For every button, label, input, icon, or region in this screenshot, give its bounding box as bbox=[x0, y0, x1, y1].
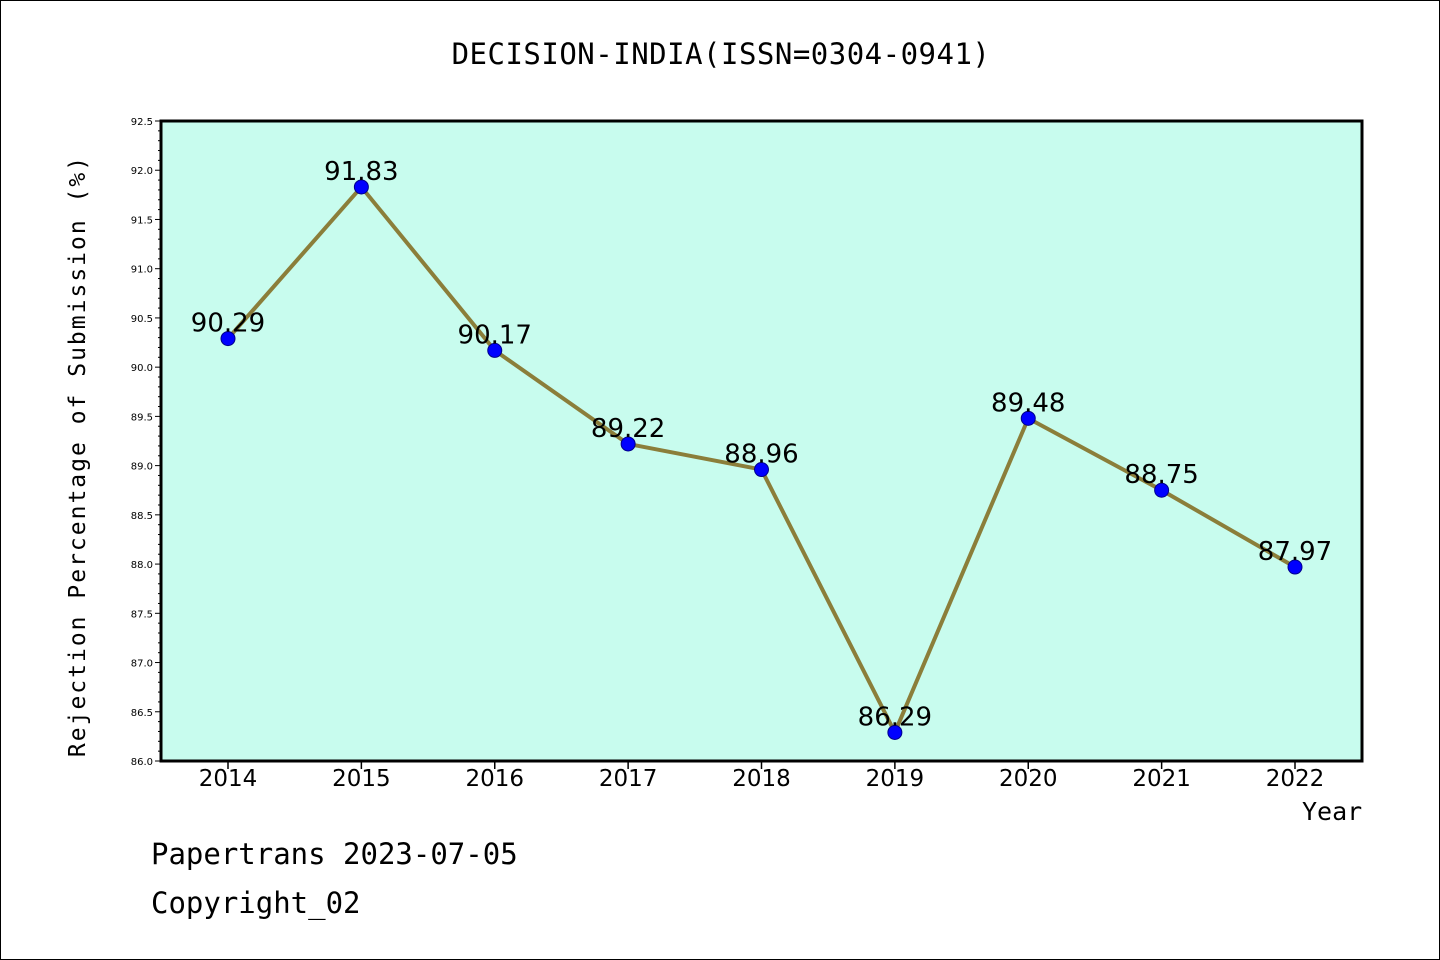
data-point bbox=[353, 179, 369, 195]
data-label: 88.96 bbox=[724, 440, 798, 470]
x-axis-label: Year bbox=[1302, 797, 1363, 826]
data-label: 89.22 bbox=[591, 414, 665, 444]
plot-area bbox=[159, 119, 1364, 763]
y-tick-label: 88.0 bbox=[131, 560, 153, 571]
x-tick-label: 2015 bbox=[332, 766, 391, 792]
data-point bbox=[487, 342, 503, 358]
y-tick-label: 92.5 bbox=[131, 117, 153, 128]
y-tick-label: 87.5 bbox=[131, 609, 153, 620]
y-tick-label: 91.5 bbox=[131, 215, 153, 226]
footer-copyright-line: Copyright_02 bbox=[151, 886, 361, 920]
data-label: 87.97 bbox=[1258, 537, 1332, 567]
data-point bbox=[620, 436, 636, 452]
x-axis-ticks: 2014 2015 2016 2017 2018 2019 2020 2021 2022 bbox=[199, 761, 1325, 792]
data-point bbox=[1020, 410, 1036, 426]
data-labels: 90.29 91.83 90.17 89.22 88.96 86.29 89.48 88.75… bbox=[191, 157, 1332, 732]
y-tick-label: 90.5 bbox=[131, 314, 153, 325]
data-point bbox=[887, 724, 903, 740]
data-point bbox=[754, 462, 769, 478]
x-tick-label: 2022 bbox=[1266, 766, 1325, 792]
y-tick-label: 88.5 bbox=[131, 511, 153, 522]
x-tick-label: 2021 bbox=[1132, 766, 1191, 792]
y-tick-label: 91.0 bbox=[131, 265, 153, 276]
data-label: 89.48 bbox=[991, 388, 1065, 418]
y-tick-label: 90.0 bbox=[131, 363, 153, 374]
y-tick-label: 89.5 bbox=[131, 412, 153, 423]
chart-title: DECISION-INDIA(ISSN=0304-0941) bbox=[451, 37, 991, 71]
data-points bbox=[220, 179, 1303, 740]
x-tick-label: 2020 bbox=[999, 766, 1058, 792]
data-label: 88.75 bbox=[1124, 460, 1198, 490]
y-tick-label: 92.0 bbox=[131, 166, 153, 177]
data-point bbox=[1154, 482, 1170, 498]
footer-date-line: Papertrans 2023-07-05 bbox=[151, 837, 518, 871]
y-tick-label: 89.0 bbox=[131, 462, 153, 473]
data-label: 90.17 bbox=[458, 320, 532, 350]
y-tick-label: 86.5 bbox=[131, 708, 153, 719]
y-tick-label: 86.0 bbox=[131, 757, 153, 768]
y-tick-label: 87.0 bbox=[131, 659, 153, 670]
x-tick-label: 2016 bbox=[465, 766, 524, 792]
data-point bbox=[1287, 559, 1303, 575]
y-axis-ticks: 86.0 86.5 87.0 87.5 88.0 88.5 89.0 89.5 90.0 90.5… bbox=[131, 117, 161, 768]
data-label: 90.29 bbox=[191, 309, 265, 339]
x-tick-label: 2017 bbox=[599, 766, 658, 792]
x-tick-label: 2014 bbox=[199, 766, 258, 792]
x-tick-label: 2018 bbox=[732, 766, 791, 792]
data-label: 86.29 bbox=[858, 702, 932, 732]
data-label: 91.83 bbox=[324, 157, 398, 187]
x-tick-label: 2019 bbox=[866, 766, 925, 792]
data-point bbox=[220, 331, 236, 347]
